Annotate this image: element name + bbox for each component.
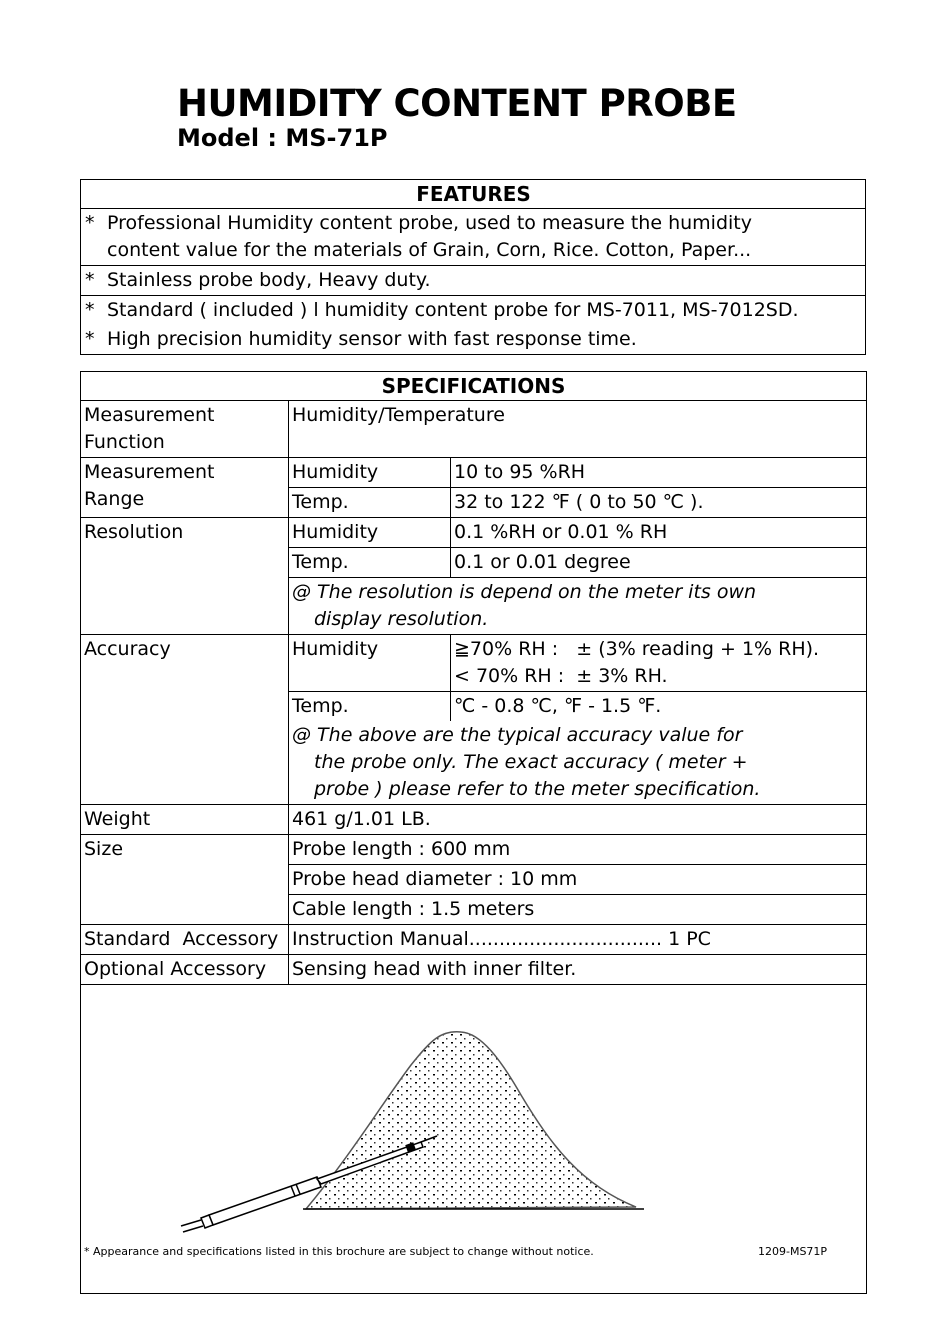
feature-item: * High precision humidity sensor with fas… <box>80 325 866 355</box>
feature-item: * Standard ( included ) l humidity conten… <box>80 295 866 325</box>
spec-value: Cable length : 1.5 meters <box>288 894 867 925</box>
specs-heading: SPECIFICATIONS <box>80 371 867 401</box>
spec-label: Measurement Range <box>80 457 289 518</box>
spec-label: Size <box>80 834 289 925</box>
spec-value: 10 to 95 %RH <box>450 457 867 488</box>
spec-label: Measurement Function <box>80 400 289 458</box>
probe-icon <box>180 1135 438 1233</box>
spec-value: 461 g/1.01 LB. <box>288 804 867 835</box>
spec-sublabel: Humidity <box>288 634 451 692</box>
spec-value: Humidity/Temperature <box>288 400 867 458</box>
specifications-table: SPECIFICATIONS Measurement Function Humidi… <box>80 371 867 1294</box>
document-code: 1209-MS71P <box>758 1245 828 1258</box>
spec-value: Probe length : 600 mm <box>288 834 867 865</box>
model-number: Model : MS-71P <box>177 124 388 152</box>
page-title: HUMIDITY CONTENT PROBE <box>177 82 737 125</box>
spec-value: ℃ - 0.8 ℃, ℉ - 1.5 ℉. <box>450 691 867 721</box>
probe-in-grain-pile-illustration <box>180 1031 644 1233</box>
spec-value: Probe head diameter : 10 mm <box>288 864 867 895</box>
spec-sublabel: Humidity <box>288 517 451 548</box>
spec-label: Resolution <box>80 517 289 635</box>
spec-value: 32 to 122 ℉ ( 0 to 50 ℃ ). <box>450 487 867 518</box>
spec-label: Weight <box>80 804 289 835</box>
spec-value: ≧70% RH : ± (3% reading + 1% RH). < 70% R… <box>450 634 867 692</box>
disclaimer: * Appearance and specifications listed i… <box>84 1245 594 1258</box>
spec-sublabel: Temp. <box>288 691 451 721</box>
spec-sublabel: Temp. <box>288 547 451 578</box>
spec-label: Optional Accessory <box>80 954 289 985</box>
spec-note: @ The above are the typical accuracy val… <box>288 721 867 805</box>
spec-label: Accuracy <box>80 634 289 805</box>
features-heading: FEATURES <box>80 179 866 209</box>
grain-pile <box>304 1031 637 1210</box>
spec-value: 0.1 %RH or 0.01 % RH <box>450 517 867 548</box>
spec-label: Standard Accessory <box>80 924 289 955</box>
spec-note: @ The resolution is depend on the meter … <box>288 577 867 635</box>
spec-value: Instruction Manual......................… <box>288 924 867 955</box>
spec-sublabel: Humidity <box>288 457 451 488</box>
spec-value: 0.1 or 0.01 degree <box>450 547 867 578</box>
illustration-cell <box>80 984 867 1294</box>
feature-item: * Professional Humidity content probe, us… <box>80 208 866 266</box>
feature-item: * Stainless probe body, Heavy duty. <box>80 265 866 296</box>
features-table: FEATURES * Professional Humidity content … <box>80 179 866 355</box>
spec-value: Sensing head with inner filter. <box>288 954 867 985</box>
spec-sublabel: Temp. <box>288 487 451 518</box>
